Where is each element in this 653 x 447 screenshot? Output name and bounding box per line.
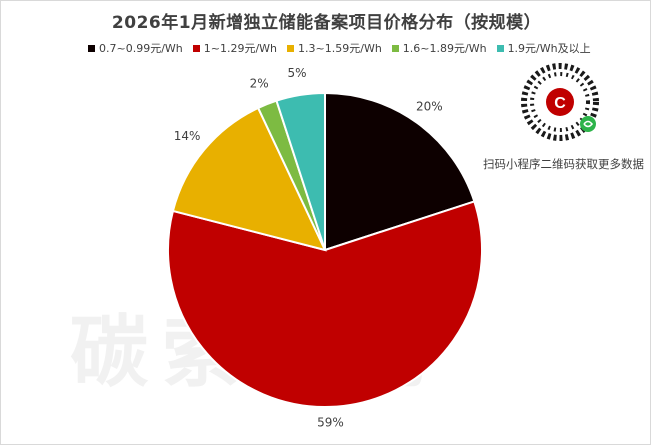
qr-dots (521, 63, 599, 141)
pie-data-label: 14% (174, 129, 201, 143)
pie-data-label: 59% (317, 416, 344, 430)
pie-slice (171, 106, 327, 252)
pie-data-label: 5% (287, 66, 306, 80)
legend-swatch (192, 44, 200, 52)
legend-swatch (391, 44, 399, 52)
legend-item: 1.9元/Wh及以上 (496, 40, 591, 56)
legend-label: 1.3~1.59元/Wh (298, 42, 382, 55)
legend-swatch (88, 44, 95, 52)
pie-slice (167, 200, 483, 408)
pie-slice (324, 91, 476, 252)
legend-swatch (496, 44, 504, 52)
legend-item: 1.3~1.59元/Wh (287, 40, 382, 56)
qr-caption: 扫码小程序二维码获取更多数据 (483, 157, 644, 171)
chart-legend: 0.7~0.99元/Wh 1~1.29元/Wh 1.3~1.59元/Wh 1.6… (88, 40, 591, 56)
legend-item: 1~1.29元/Wh (192, 40, 278, 56)
qr-logo-letter: C (554, 95, 566, 112)
pie-data-label: 20% (416, 99, 443, 113)
qr-logo (546, 88, 574, 116)
legend-label: 1.9元/Wh及以上 (507, 42, 591, 55)
legend-swatch (287, 44, 295, 52)
legend-label: 1~1.29元/Wh (203, 42, 278, 55)
chart-title: 2026年1月新增独立储能备案项目价格分布（按规模） (111, 13, 542, 33)
pie-data-label: 2% (250, 77, 269, 91)
legend-item: 1.6~1.89元/Wh (391, 40, 487, 56)
legend-item: 0.7~0.99元/Wh (88, 40, 183, 56)
legend-label: 0.7~0.99元/Wh (99, 42, 183, 55)
legend-label: 1.6~1.89元/Wh (402, 42, 487, 55)
wechat-badge-icon (580, 116, 596, 132)
qr-code-icon: C (510, 62, 610, 142)
pie-slice (275, 91, 326, 251)
